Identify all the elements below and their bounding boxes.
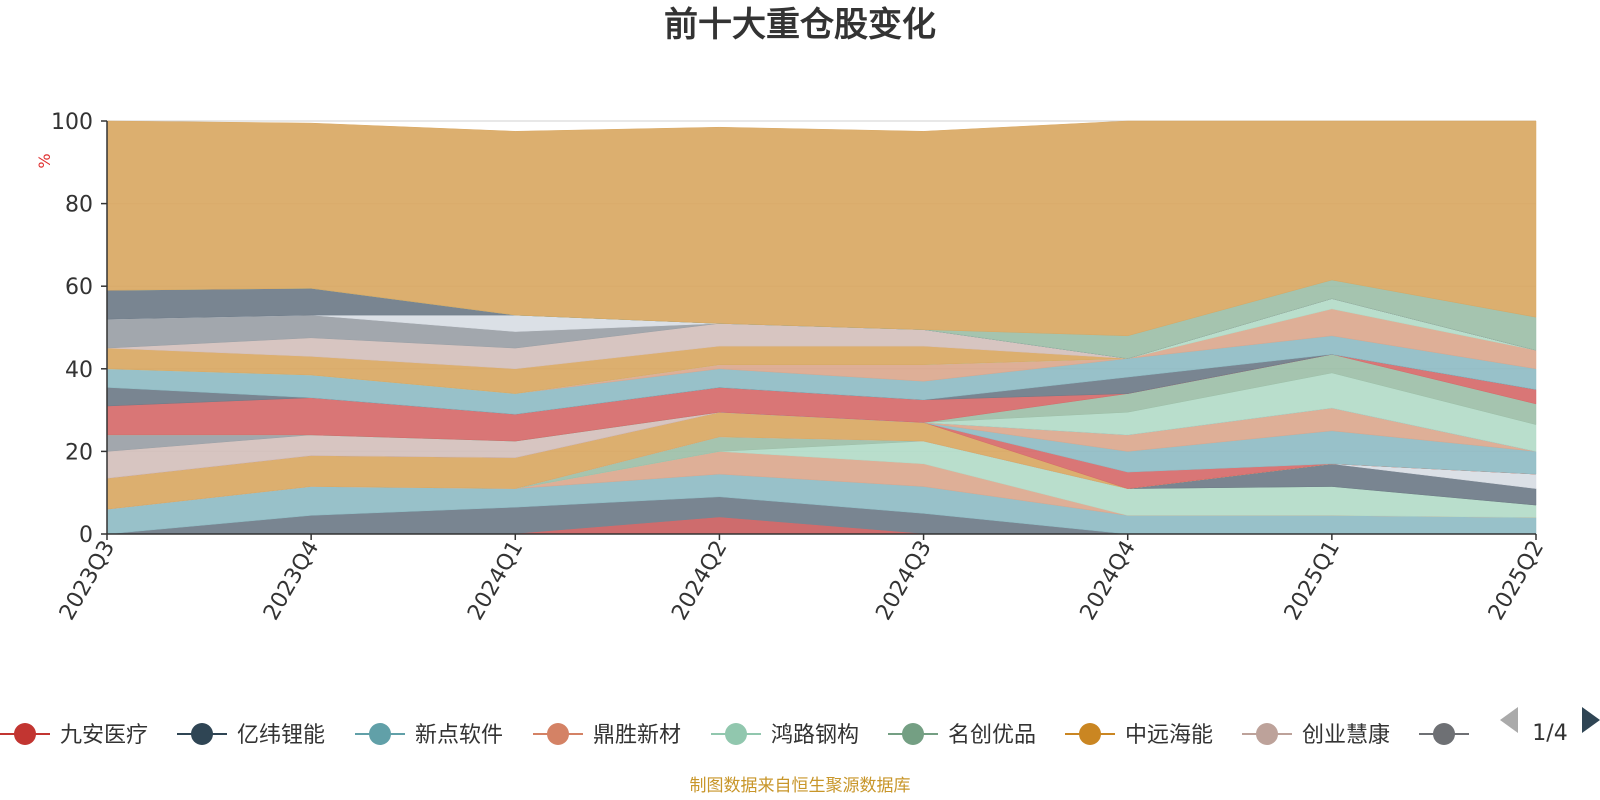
y-tick-label: 0	[79, 523, 93, 548]
legend-label: 创业慧康	[1302, 723, 1390, 748]
x-tick-label: 2024Q2	[667, 537, 732, 625]
legend-circle-marker	[902, 723, 924, 745]
legend-item[interactable]: 中远海能	[1065, 723, 1213, 748]
legend-item[interactable]: 鼎胜新材	[533, 723, 681, 748]
legend-item[interactable]: 创业慧康	[1242, 723, 1390, 748]
legend-circle-marker	[547, 723, 569, 745]
legend-item[interactable]: 新点软件	[355, 723, 503, 748]
legend-label: 中远海能	[1125, 723, 1213, 748]
x-tick-label: 2023Q4	[259, 537, 324, 625]
legend-label: 亿纬锂能	[237, 723, 325, 748]
legend-circle-marker	[191, 723, 213, 745]
legend-circle-marker	[1256, 723, 1278, 745]
y-tick-label: 20	[65, 440, 93, 465]
legend-circle-marker	[1079, 723, 1101, 745]
y-tick-label: 40	[65, 358, 93, 383]
y-tick-label: 100	[51, 110, 93, 135]
legend-circle-marker	[369, 723, 391, 745]
legend-label: 亿	[1479, 723, 1501, 748]
x-tick-label: 2025Q2	[1484, 537, 1549, 625]
chart-title: 前十大重仓股变化	[664, 5, 936, 45]
legend-circle-marker	[14, 723, 36, 745]
legend: 九安医疗 亿纬锂能 新点软件 鼎胜新材 鸿路钢构 名创优品 中远海能 创业慧康 亿	[0, 723, 1501, 748]
legend-item[interactable]: 亿	[1419, 723, 1501, 748]
legend-label: 鸿路钢构	[771, 723, 859, 748]
y-tick-label: 80	[65, 193, 93, 218]
y-axis-label: %	[35, 153, 54, 168]
x-tick-label: 2024Q4	[1076, 537, 1141, 625]
legend-item[interactable]: 九安医疗	[0, 723, 148, 748]
legend-pager-text: 1/4	[1532, 721, 1567, 746]
legend-label: 新点软件	[415, 723, 503, 748]
legend-circle-marker	[725, 723, 747, 745]
legend-next-arrow-icon[interactable]	[1582, 707, 1600, 733]
y-tick-label: 60	[65, 275, 93, 300]
legend-label: 鼎胜新材	[593, 723, 681, 748]
legend-label: 名创优品	[948, 723, 1036, 748]
legend-pager: 1/4	[1500, 707, 1600, 746]
legend-item[interactable]: 鸿路钢构	[711, 723, 859, 748]
x-tick-label: 2024Q1	[463, 537, 528, 625]
legend-item[interactable]: 亿纬锂能	[177, 723, 325, 748]
area-bands	[106, 120, 1537, 535]
legend-label: 九安医疗	[60, 723, 148, 748]
legend-item[interactable]: 名创优品	[888, 723, 1036, 748]
x-tick-label: 2023Q3	[55, 537, 120, 625]
source-note: 制图数据来自恒生聚源数据库	[690, 776, 911, 796]
x-tick-label: 2025Q1	[1280, 537, 1345, 625]
legend-circle-marker	[1433, 723, 1455, 745]
area-band	[106, 120, 1537, 337]
x-tick-label: 2024Q3	[871, 537, 936, 625]
legend-prev-arrow-icon[interactable]	[1500, 707, 1518, 733]
